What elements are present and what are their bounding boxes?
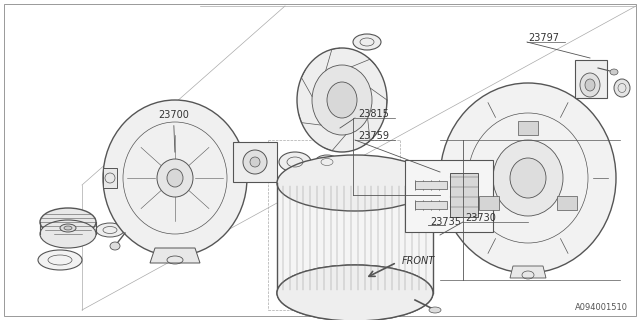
Ellipse shape <box>279 152 311 172</box>
Bar <box>415 201 447 209</box>
Text: 23759: 23759 <box>358 131 389 141</box>
Ellipse shape <box>585 79 595 91</box>
Ellipse shape <box>510 158 546 198</box>
Ellipse shape <box>157 159 193 197</box>
Ellipse shape <box>40 208 96 236</box>
Ellipse shape <box>580 73 600 97</box>
Polygon shape <box>233 142 277 182</box>
Bar <box>277 183 433 293</box>
Ellipse shape <box>103 100 247 256</box>
Bar <box>405 160 493 232</box>
Text: A094001510: A094001510 <box>575 303 628 312</box>
Ellipse shape <box>614 79 630 97</box>
Text: 23730: 23730 <box>465 213 496 223</box>
Ellipse shape <box>440 83 616 273</box>
Polygon shape <box>510 266 546 278</box>
Ellipse shape <box>38 250 82 270</box>
Bar <box>557 196 577 210</box>
Bar <box>479 196 499 210</box>
Ellipse shape <box>277 155 433 211</box>
Bar <box>518 121 538 135</box>
Ellipse shape <box>493 140 563 216</box>
Bar <box>450 173 478 217</box>
Ellipse shape <box>40 220 96 248</box>
Ellipse shape <box>297 48 387 152</box>
Text: 23815: 23815 <box>358 109 389 119</box>
Ellipse shape <box>353 34 381 50</box>
Ellipse shape <box>250 157 260 167</box>
Ellipse shape <box>312 65 372 135</box>
Ellipse shape <box>610 69 618 75</box>
Text: 23700: 23700 <box>158 110 189 152</box>
Polygon shape <box>103 168 117 188</box>
Ellipse shape <box>277 265 433 320</box>
Text: FRONT: FRONT <box>402 256 435 266</box>
Ellipse shape <box>110 242 120 250</box>
Polygon shape <box>150 248 200 263</box>
Ellipse shape <box>96 223 124 237</box>
Text: 23735: 23735 <box>430 217 461 227</box>
Text: 23797: 23797 <box>528 33 559 43</box>
Ellipse shape <box>60 224 76 232</box>
Ellipse shape <box>167 169 183 187</box>
Ellipse shape <box>327 82 357 118</box>
Ellipse shape <box>429 307 441 313</box>
Bar <box>575 60 607 98</box>
Ellipse shape <box>315 155 339 169</box>
Ellipse shape <box>243 150 267 174</box>
Ellipse shape <box>277 265 433 320</box>
Bar <box>415 181 447 189</box>
Ellipse shape <box>64 226 72 230</box>
